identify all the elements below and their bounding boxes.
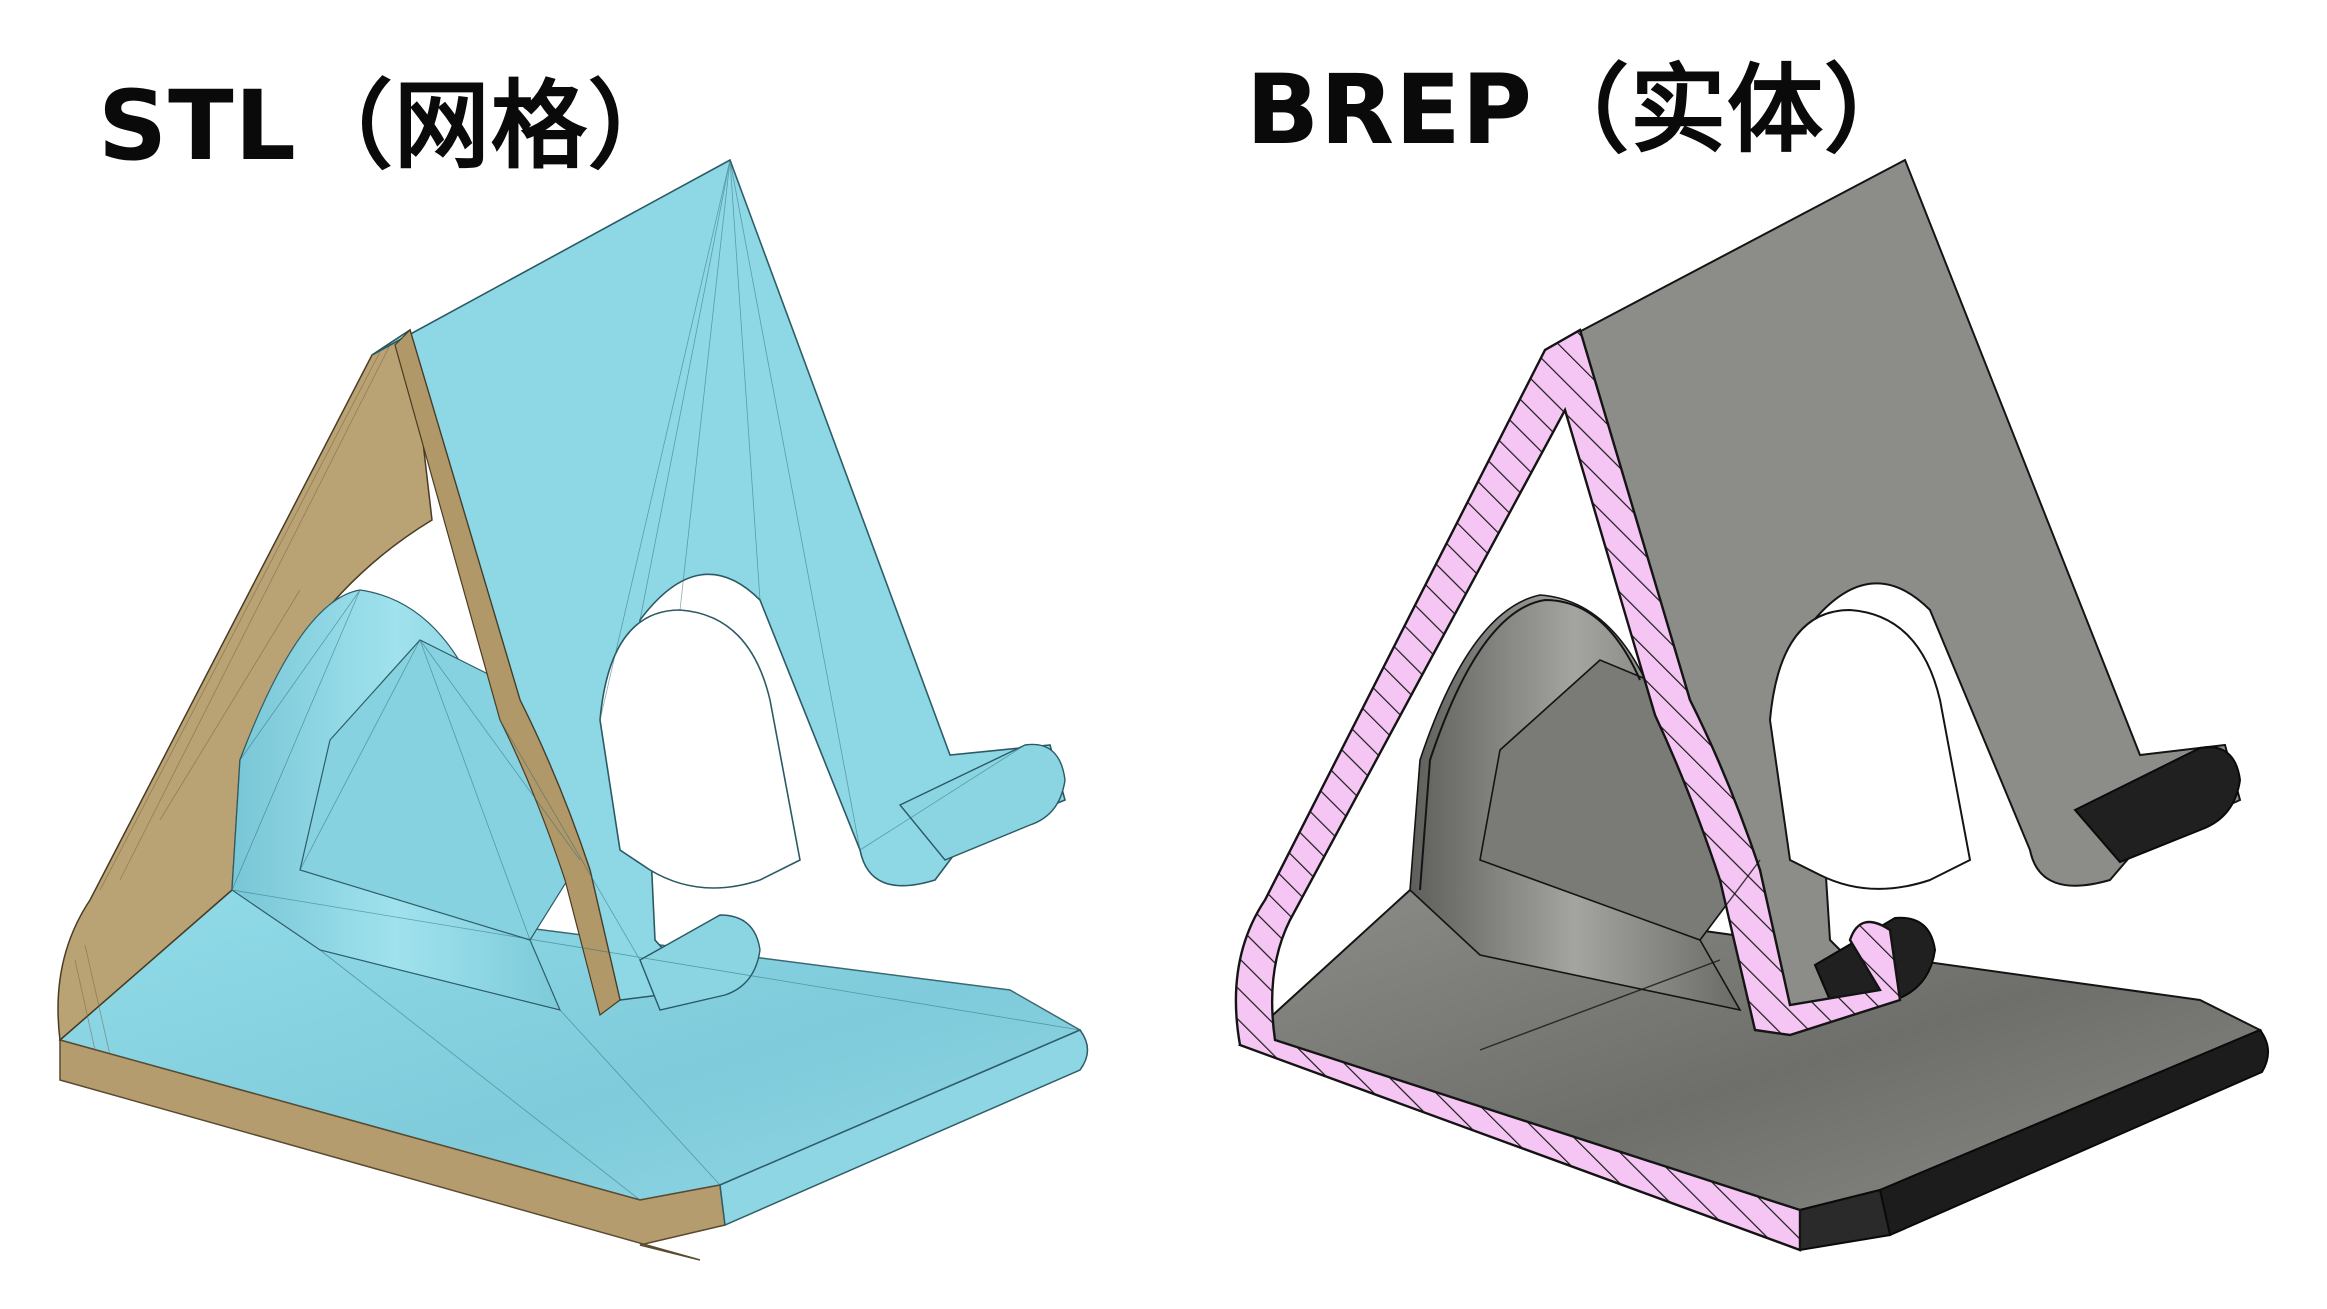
solid-seams — [1479, 659, 1761, 1051]
solid-section-profile — [1234, 328, 1902, 1252]
mesh-lower-hook — [639, 914, 761, 1011]
solid-base-right-edge — [1878, 1028, 2269, 1237]
brep-solid-label: BREP（实体） — [1246, 54, 1922, 166]
mesh-slope-edge — [394, 328, 621, 1017]
solid-arch-hole — [1768, 608, 1972, 890]
stl-mesh-label: STL（网格） — [98, 70, 685, 182]
mesh-base-top — [58, 889, 1082, 1201]
brep-solid-model — [1234, 158, 2269, 1252]
mesh-side-striations — [74, 344, 391, 1056]
mesh-base-right-edge — [719, 1029, 1089, 1227]
solid-section-inner-edge — [1419, 598, 1641, 891]
mesh-triangulation — [231, 159, 1081, 1201]
mesh-upper-hook — [898, 743, 1066, 861]
mesh-arch-hole — [599, 609, 801, 889]
mesh-base-front-edge — [59, 1039, 726, 1261]
stl-mesh-model — [57, 158, 1089, 1261]
solid-upper-hook — [2073, 746, 2242, 864]
